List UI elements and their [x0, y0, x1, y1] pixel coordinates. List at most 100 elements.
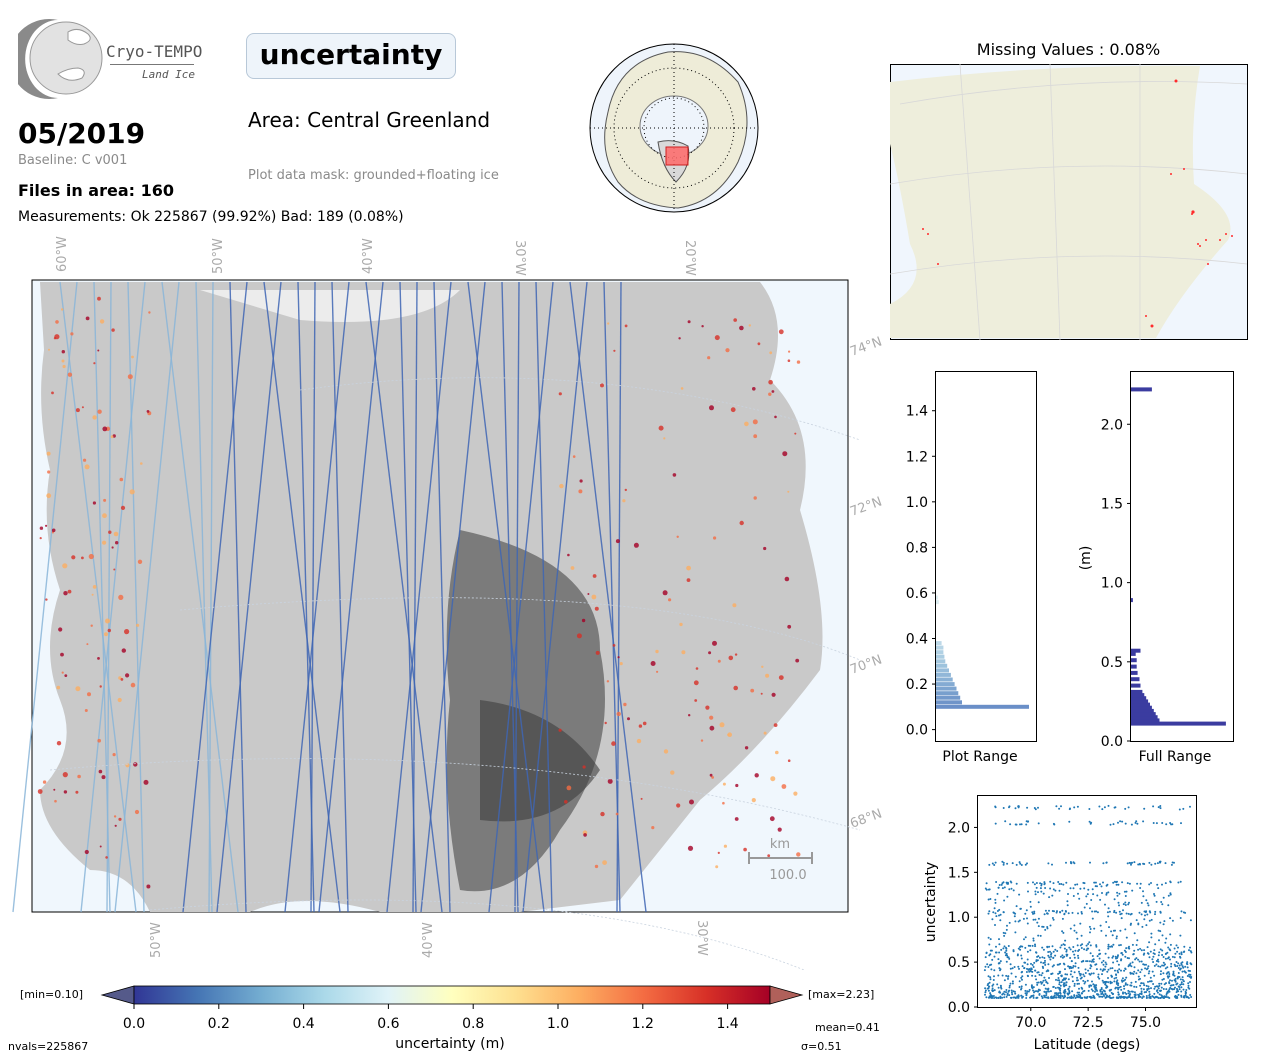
scatter-point — [1007, 977, 1009, 980]
scatter-point — [1082, 979, 1085, 982]
scatter-point — [1095, 986, 1097, 989]
scatter-point — [1152, 961, 1155, 963]
satellite-track — [161, 281, 239, 913]
scatter-point — [1179, 967, 1182, 970]
scatter-point — [987, 936, 990, 939]
uncertainty-point — [663, 437, 666, 440]
scatter-point — [994, 861, 997, 864]
scatter-point — [1138, 994, 1140, 997]
scatter-point — [1119, 820, 1122, 823]
scatter-point — [1059, 962, 1062, 965]
histogram-bar — [1131, 664, 1137, 669]
scatter-point — [1037, 925, 1040, 928]
scatter-point — [1124, 901, 1127, 904]
scatter-point — [1139, 971, 1142, 974]
scatter-point — [1021, 965, 1024, 968]
scatter-point — [1029, 900, 1032, 903]
scatter-point — [1175, 983, 1178, 986]
scatter-point — [1031, 944, 1034, 947]
uncertainty-point — [744, 421, 749, 427]
scatter-point — [1127, 806, 1130, 809]
scatter-point — [1010, 972, 1013, 975]
scatter-point — [1044, 928, 1047, 931]
scatter-point — [1036, 981, 1039, 984]
uncertainty-point — [687, 845, 694, 851]
uncertainty-point — [735, 783, 739, 788]
scatter-point — [1190, 976, 1192, 979]
scatter-point — [1051, 863, 1053, 866]
uncertainty-point — [751, 798, 756, 803]
scatter-point — [1104, 903, 1106, 906]
scatter-point — [1018, 893, 1021, 896]
scatter-point — [1044, 979, 1047, 982]
files-in-area: Files in area: 160 — [18, 181, 174, 200]
scatter-point — [1131, 889, 1134, 892]
scatter-point — [1099, 898, 1102, 901]
scatter-point — [1135, 919, 1138, 922]
scatter-point — [1140, 990, 1143, 993]
scatter-point — [1147, 985, 1150, 988]
uncertainty-point — [587, 593, 590, 595]
scatter-point — [1026, 992, 1028, 994]
main-map: km 100.0 60°W 50°W 40°W 30°W 20°W 50°W 4… — [0, 230, 890, 991]
scatter-point — [1169, 943, 1172, 946]
uncertainty-point — [672, 473, 677, 477]
satellite-track — [420, 281, 486, 913]
scatter-point — [1060, 805, 1062, 808]
lon-label-50w: 50°W — [211, 238, 226, 274]
scatter-point — [1004, 820, 1007, 823]
uncertainty-point — [85, 316, 90, 321]
plot-range-xlabel: Plot Range — [942, 749, 1017, 765]
scatter-point — [1086, 960, 1089, 963]
scatter-point — [1048, 945, 1051, 948]
scatter-point — [1052, 964, 1055, 967]
lon-label-bottom-30w: 30°W — [694, 920, 709, 956]
scatter-point — [1170, 962, 1173, 965]
scatter-point — [1040, 974, 1043, 977]
scatter-point — [1164, 963, 1166, 966]
histogram-tick-label: 0.6 — [906, 586, 928, 602]
histogram-bar — [1131, 683, 1141, 688]
scatter-point — [1164, 882, 1167, 885]
histogram-bar — [1131, 670, 1138, 675]
scatter-point — [1069, 887, 1072, 890]
scatter-point — [1078, 987, 1080, 990]
scatter-point — [1177, 993, 1180, 996]
scatter-point — [997, 886, 1000, 889]
scatter-point — [998, 967, 1001, 970]
scatter-point — [1024, 992, 1027, 995]
uncertainty-point — [47, 470, 51, 474]
scatter-point — [1064, 988, 1067, 991]
scatter-point — [1119, 985, 1122, 988]
scatter-point — [1124, 983, 1127, 986]
scatter-point — [1075, 931, 1078, 934]
scatter-point — [1130, 863, 1132, 866]
uncertainty-point — [753, 496, 757, 500]
scatter-point — [995, 951, 998, 954]
histogram-bar — [1131, 677, 1140, 682]
scatter-point — [999, 913, 1002, 916]
scatter-point — [1039, 934, 1042, 937]
scatter-point — [1090, 960, 1093, 963]
scatter-point — [1128, 945, 1130, 948]
scatter-point — [1044, 987, 1047, 990]
scatter-ytick-label: 1.0 — [948, 910, 970, 926]
scatter-point — [1020, 985, 1023, 988]
satellite-track — [182, 281, 248, 913]
scatter-point — [990, 968, 993, 971]
lat-label-70n: 70°N — [848, 652, 884, 677]
uncertainty-point — [795, 658, 800, 663]
scatter-point — [1066, 900, 1069, 903]
scatter-canvas: 0.00.51.01.52.070.0 72.5 75.0 Latitude (de… — [923, 795, 1197, 1053]
scatter-point — [1056, 950, 1059, 952]
scatter-point — [1140, 993, 1143, 996]
scatter-point — [1122, 979, 1125, 982]
scatter-point — [1145, 995, 1148, 997]
scatter-point — [1159, 921, 1162, 924]
scatter-point — [1100, 993, 1103, 995]
scatter-point — [1049, 950, 1051, 953]
scatter-point — [1003, 996, 1006, 999]
scatter-point — [1084, 996, 1087, 999]
scatter-point — [1151, 958, 1154, 961]
scatter-point — [1053, 994, 1056, 997]
